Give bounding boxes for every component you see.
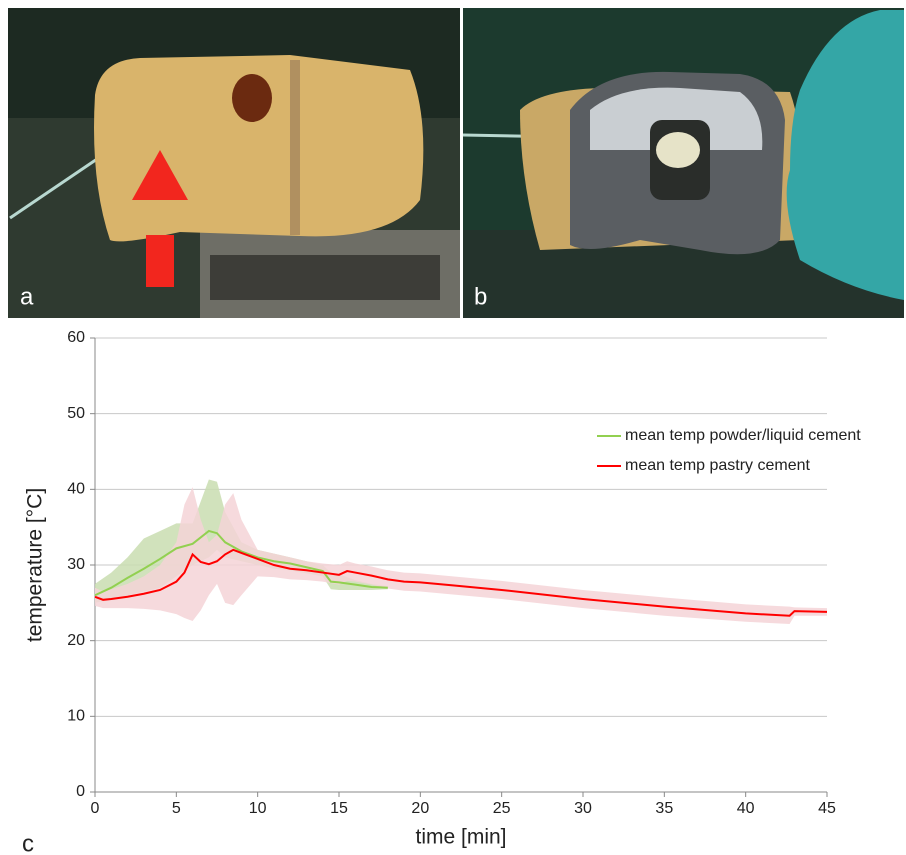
panel-label: c — [22, 830, 34, 855]
panel-label: a — [20, 283, 34, 310]
x-tick-label: 10 — [249, 800, 267, 817]
x-tick-label: 15 — [330, 800, 348, 817]
x-tick-label: 5 — [172, 800, 181, 817]
y-tick-label: 60 — [67, 329, 85, 346]
y-axis-title: temperature [°C] — [24, 488, 47, 642]
x-tick-label: 0 — [91, 800, 100, 817]
y-tick-label: 30 — [67, 556, 85, 573]
y-tick-label: 10 — [67, 708, 85, 725]
x-tick-label: 35 — [655, 800, 673, 817]
x-tick-label: 45 — [818, 800, 836, 817]
x-tick-label: 20 — [411, 800, 429, 817]
photo-a: a — [8, 8, 460, 318]
x-axis-title: time [min] — [415, 826, 506, 849]
x-tick-label: 40 — [737, 800, 755, 817]
y-tick-label: 50 — [67, 405, 85, 422]
photo-b: b — [463, 8, 904, 318]
y-tick-label: 40 — [67, 481, 85, 498]
y-tick-label: 0 — [76, 783, 85, 800]
y-tick-label: 20 — [67, 632, 85, 649]
x-tick-label: 30 — [574, 800, 592, 817]
x-tick-label: 25 — [493, 800, 511, 817]
panel-label: b — [474, 283, 487, 310]
legend-label: mean temp powder/liquid cement — [625, 427, 861, 444]
figure: a b c time [min] temperature [°C] 0 10 20 3… — [0, 0, 906, 855]
legend-label: mean temp pastry cement — [625, 457, 811, 474]
